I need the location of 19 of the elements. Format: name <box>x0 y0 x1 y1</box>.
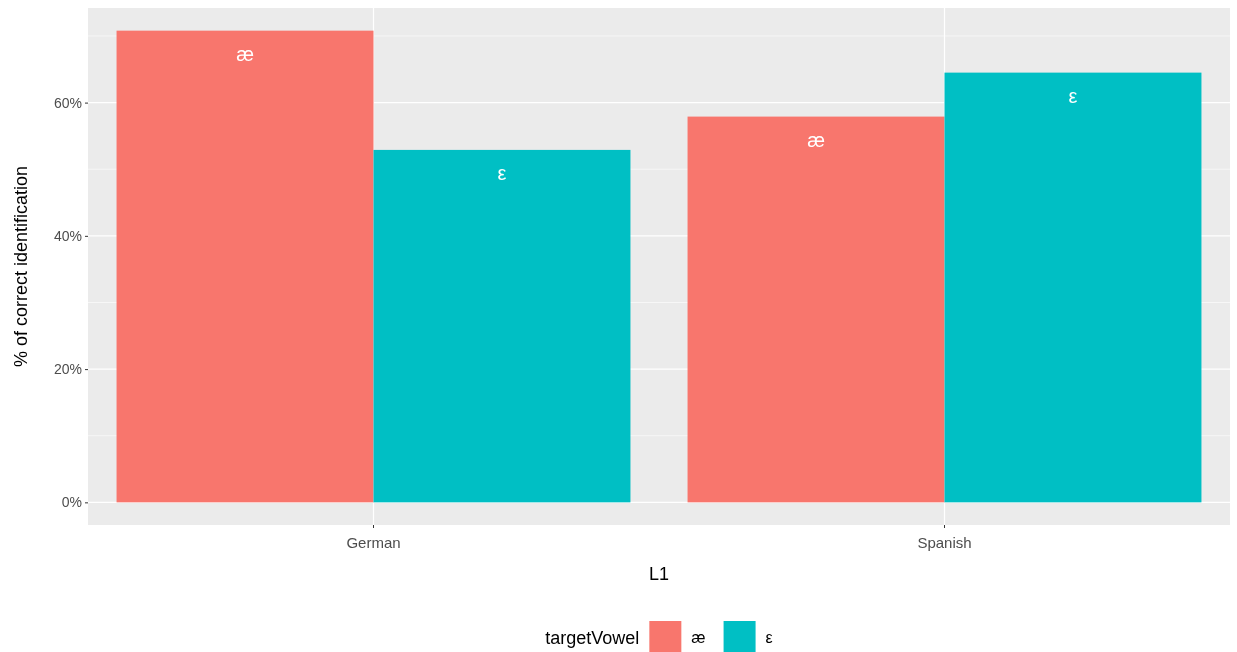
legend-label: æ <box>691 629 706 646</box>
bar <box>373 149 631 503</box>
y-tick-label: 0% <box>61 494 82 511</box>
bar <box>944 72 1202 503</box>
legend-label: ε <box>765 629 773 646</box>
x-tick-label: Spanish <box>917 533 972 551</box>
text: ε <box>497 161 507 184</box>
bar <box>687 116 945 503</box>
text: ε <box>1068 84 1078 107</box>
y-tick-label: 20% <box>53 361 82 378</box>
x-axis-title: L1 <box>648 564 670 584</box>
text: æ <box>807 128 825 151</box>
bar <box>116 30 374 503</box>
y-tick-label: 40% <box>53 227 82 244</box>
y-tick-label: 60% <box>53 94 82 111</box>
x-tick-label: German <box>346 533 401 551</box>
y-axis-title: % of correct identification <box>11 165 31 368</box>
legend-title: targetVowel <box>545 628 640 648</box>
text: æ <box>236 42 254 65</box>
